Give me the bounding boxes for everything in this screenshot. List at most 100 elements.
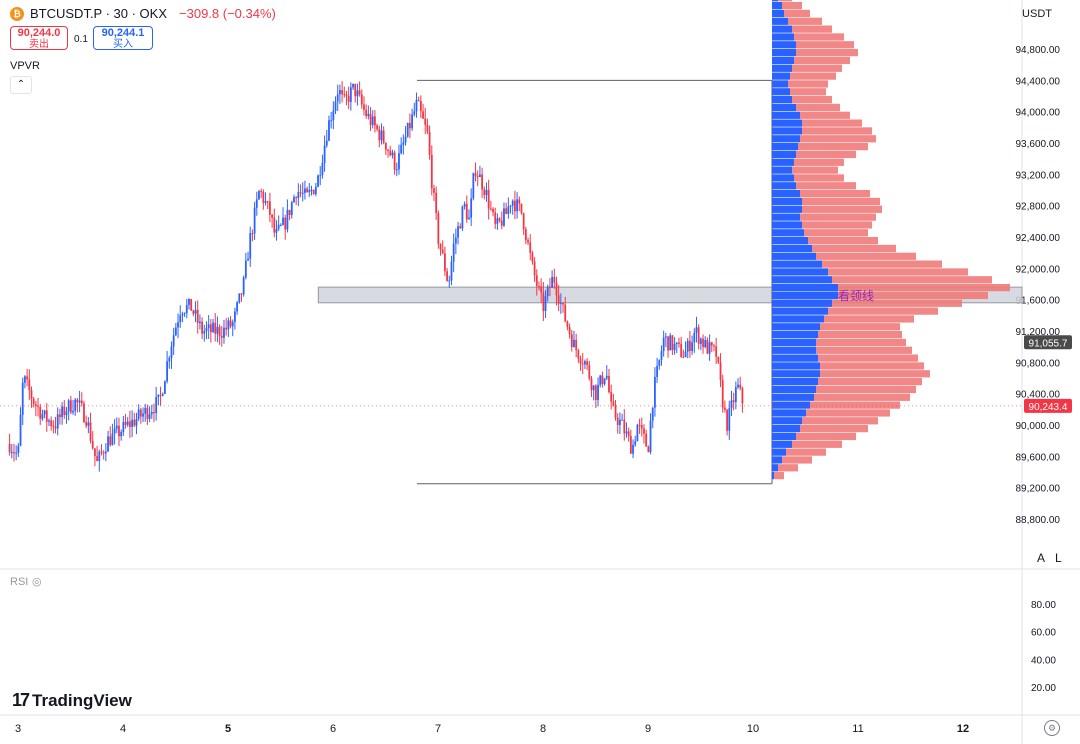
y-tick-label: 88,800.00	[1016, 515, 1061, 526]
auto-scale-button[interactable]: A	[1037, 551, 1046, 565]
candle-body	[643, 428, 645, 434]
vp-up-bar	[772, 111, 800, 119]
vp-up-bar	[772, 448, 786, 456]
y-tick-label: 94,400.00	[1016, 76, 1061, 87]
vp-up-bar	[772, 88, 790, 96]
vp-down-bar	[824, 315, 914, 323]
candle-body	[603, 378, 606, 384]
candle-body	[43, 410, 46, 415]
rsi-label[interactable]: RSI	[10, 576, 29, 588]
candle-body	[404, 136, 407, 143]
candle-body	[170, 346, 173, 359]
candle-body	[242, 277, 245, 295]
candle-body	[297, 192, 300, 199]
candle-body	[356, 90, 359, 97]
indicator-vpvr-label[interactable]: VPVR	[10, 60, 40, 72]
symbol-legend[interactable]: ₿ BTCUSDT.P · 30 · OKX −309.8 (−0.34%)	[10, 6, 276, 21]
candle-body	[314, 186, 317, 195]
candle-body	[559, 302, 562, 304]
candle-body	[76, 399, 79, 403]
vp-down-bar	[782, 456, 812, 464]
collapse-indicators-button[interactable]: ⌃	[10, 76, 32, 94]
candle-body	[616, 417, 619, 426]
sell-button[interactable]: 90,244.0 卖出	[10, 26, 68, 50]
candle-body	[308, 190, 311, 193]
candle-body	[489, 208, 492, 210]
candle-body	[139, 409, 142, 417]
buy-label: 买入	[113, 39, 133, 50]
vp-down-bar	[788, 17, 822, 25]
candle-body	[168, 358, 171, 362]
tradingview-mark-icon: 17	[12, 690, 30, 710]
candle-body	[253, 207, 256, 234]
candle-body	[472, 173, 475, 199]
y-tick-label: 90,400.00	[1016, 390, 1061, 401]
vp-up-bar	[772, 417, 802, 425]
candle-body	[192, 310, 195, 314]
candle-body	[321, 163, 324, 176]
candle-body	[98, 451, 101, 462]
candle-body	[568, 327, 571, 335]
candle-body	[531, 252, 534, 262]
vp-down-bar	[820, 370, 930, 378]
candle-body	[231, 322, 234, 327]
settings-gear-icon[interactable]: ⚙	[1044, 720, 1060, 736]
candle-body	[625, 431, 628, 434]
candle-body	[732, 400, 735, 403]
candle-body	[238, 293, 241, 303]
candle-body	[597, 384, 599, 401]
vp-up-bar	[772, 432, 796, 441]
candle-body	[113, 428, 116, 434]
candle-body	[48, 420, 50, 422]
candle-body	[260, 191, 263, 193]
vp-up-bar	[772, 174, 794, 182]
candle-body	[540, 286, 543, 293]
candle-body	[19, 414, 22, 446]
candle-body	[573, 339, 575, 347]
vp-up-bar	[772, 425, 800, 433]
vp-up-bar	[772, 135, 800, 143]
candle-body	[391, 152, 394, 156]
candle-body	[450, 261, 453, 281]
candle-body	[544, 296, 547, 311]
candle-body	[684, 351, 687, 358]
candle-body	[352, 83, 354, 88]
candle-body	[640, 425, 643, 429]
candle-body	[8, 443, 11, 453]
candle-body	[345, 94, 348, 96]
vp-down-bar	[774, 472, 784, 480]
vp-up-bar	[772, 307, 828, 315]
eye-off-icon[interactable]: ◎	[32, 576, 42, 588]
candle-body	[487, 189, 490, 209]
vp-up-bar	[772, 370, 820, 378]
candle-body	[306, 188, 308, 193]
candle-body	[24, 376, 26, 383]
candle-body	[69, 400, 72, 413]
currency-label[interactable]: USDT	[1022, 8, 1052, 20]
candle-body	[715, 346, 718, 357]
candle-body	[205, 328, 208, 332]
candle-body	[522, 213, 525, 230]
candle-body	[203, 331, 206, 334]
candle-body	[645, 433, 648, 447]
vp-up-bar	[772, 25, 792, 33]
vp-up-bar	[772, 401, 810, 409]
vp-up-bar	[772, 338, 816, 347]
candle-body	[590, 378, 593, 391]
candle-body	[218, 326, 221, 337]
candle-body	[102, 452, 105, 454]
log-scale-button[interactable]: L	[1055, 551, 1062, 565]
candle-body	[577, 350, 580, 359]
sell-price: 90,244.0	[17, 27, 61, 39]
vp-up-bar	[772, 244, 812, 253]
candle-body	[115, 425, 118, 429]
rsi-tick-label: 20.00	[1031, 683, 1056, 694]
candle-body	[551, 277, 553, 288]
candle-body	[511, 200, 514, 206]
candle-body	[444, 253, 446, 272]
candle-body	[341, 90, 343, 95]
vp-up-bar	[772, 56, 794, 65]
x-tick-label: 9	[645, 723, 651, 735]
buy-button[interactable]: 90,244.1 买入	[93, 26, 153, 50]
